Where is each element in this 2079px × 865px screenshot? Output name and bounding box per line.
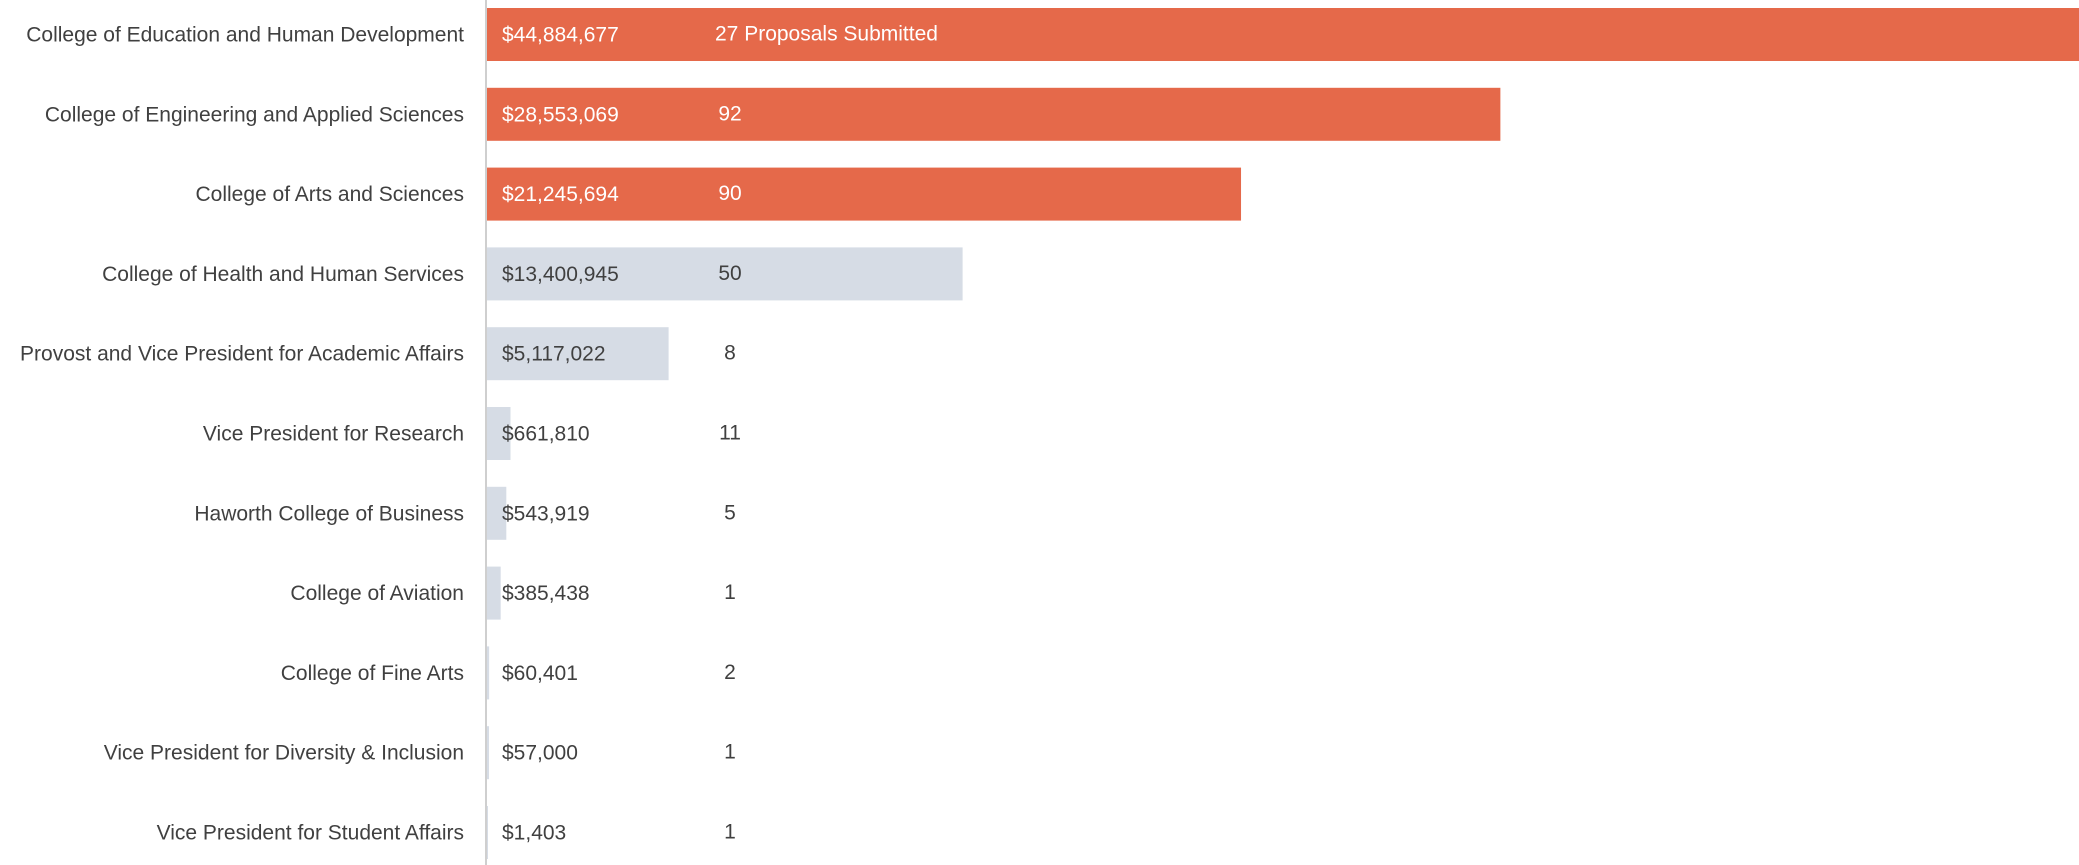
proposal-count-label: 11 — [719, 422, 741, 445]
proposal-count-label: 90 — [718, 182, 741, 205]
bar-row: Vice President for Student Affairs $1,403… — [157, 806, 736, 859]
proposal-count-label: 92 — [718, 102, 741, 125]
bar — [487, 646, 490, 700]
category-label: Vice President for Student Affairs — [157, 822, 464, 845]
category-label: Vice President for Research — [203, 423, 464, 446]
category-label: College of Education and Human Developme… — [26, 24, 464, 47]
value-label: $385,438 — [502, 582, 590, 605]
category-label: College of Aviation — [290, 582, 464, 605]
bar — [487, 8, 2079, 61]
value-label: $44,884,677 — [502, 24, 619, 47]
category-label: College of Arts and Sciences — [196, 183, 465, 206]
value-label: $1,403 — [502, 822, 566, 845]
category-label: College of Health and Human Services — [102, 263, 464, 286]
bar-row: College of Engineering and Applied Scien… — [45, 87, 1501, 141]
value-label: $57,000 — [502, 742, 578, 765]
proposal-count-label: 1 — [724, 581, 736, 604]
value-label: $28,553,069 — [502, 103, 619, 126]
value-label: $5,117,022 — [502, 343, 606, 366]
category-label: College of Fine Arts — [281, 662, 464, 685]
category-label: Provost and Vice President for Academic … — [20, 343, 464, 366]
bar — [487, 407, 511, 460]
proposal-count-label: 1 — [724, 821, 736, 844]
bar-row: College of Arts and Sciences $21,245,694 9… — [196, 167, 1242, 221]
proposal-count-label: 2 — [724, 661, 736, 684]
bar-row: College of Education and Human Developme… — [26, 8, 2079, 61]
proposal-count-label: 5 — [724, 501, 736, 524]
proposal-count-label: 50 — [718, 262, 741, 285]
value-label: $543,919 — [502, 502, 590, 525]
value-label: $21,245,694 — [502, 183, 619, 206]
bar — [487, 726, 490, 780]
value-label: $60,401 — [502, 662, 578, 685]
bar — [487, 167, 1242, 221]
bar — [487, 327, 669, 381]
proposal-count-label: 8 — [724, 342, 736, 365]
bar — [487, 247, 963, 301]
category-label: Haworth College of Business — [194, 502, 464, 525]
proposal-count-label: 1 — [724, 741, 736, 764]
bar-row: College of Fine Arts $60,401 2 — [281, 646, 736, 700]
category-label: Vice President for Diversity & Inclusion — [104, 742, 464, 765]
bar — [487, 566, 501, 620]
bar-row: College of Health and Human Services $13,… — [102, 247, 963, 301]
value-label: $13,400,945 — [502, 263, 619, 286]
bar — [487, 87, 1501, 141]
bar-row: Haworth College of Business $543,919 5 — [194, 486, 736, 540]
bar — [487, 486, 507, 540]
bar-row: Provost and Vice President for Academic … — [20, 327, 736, 381]
proposal-count-label: 27 Proposals Submitted — [715, 23, 938, 46]
bar-row: Vice President for Research $661,810 11 — [203, 407, 741, 460]
bar-row: College of Aviation $385,438 1 — [290, 566, 736, 620]
bar — [487, 806, 488, 859]
value-label: $661,810 — [502, 423, 590, 446]
category-label: College of Engineering and Applied Scien… — [45, 103, 464, 126]
bar-row: Vice President for Diversity & Inclusion… — [104, 726, 736, 780]
